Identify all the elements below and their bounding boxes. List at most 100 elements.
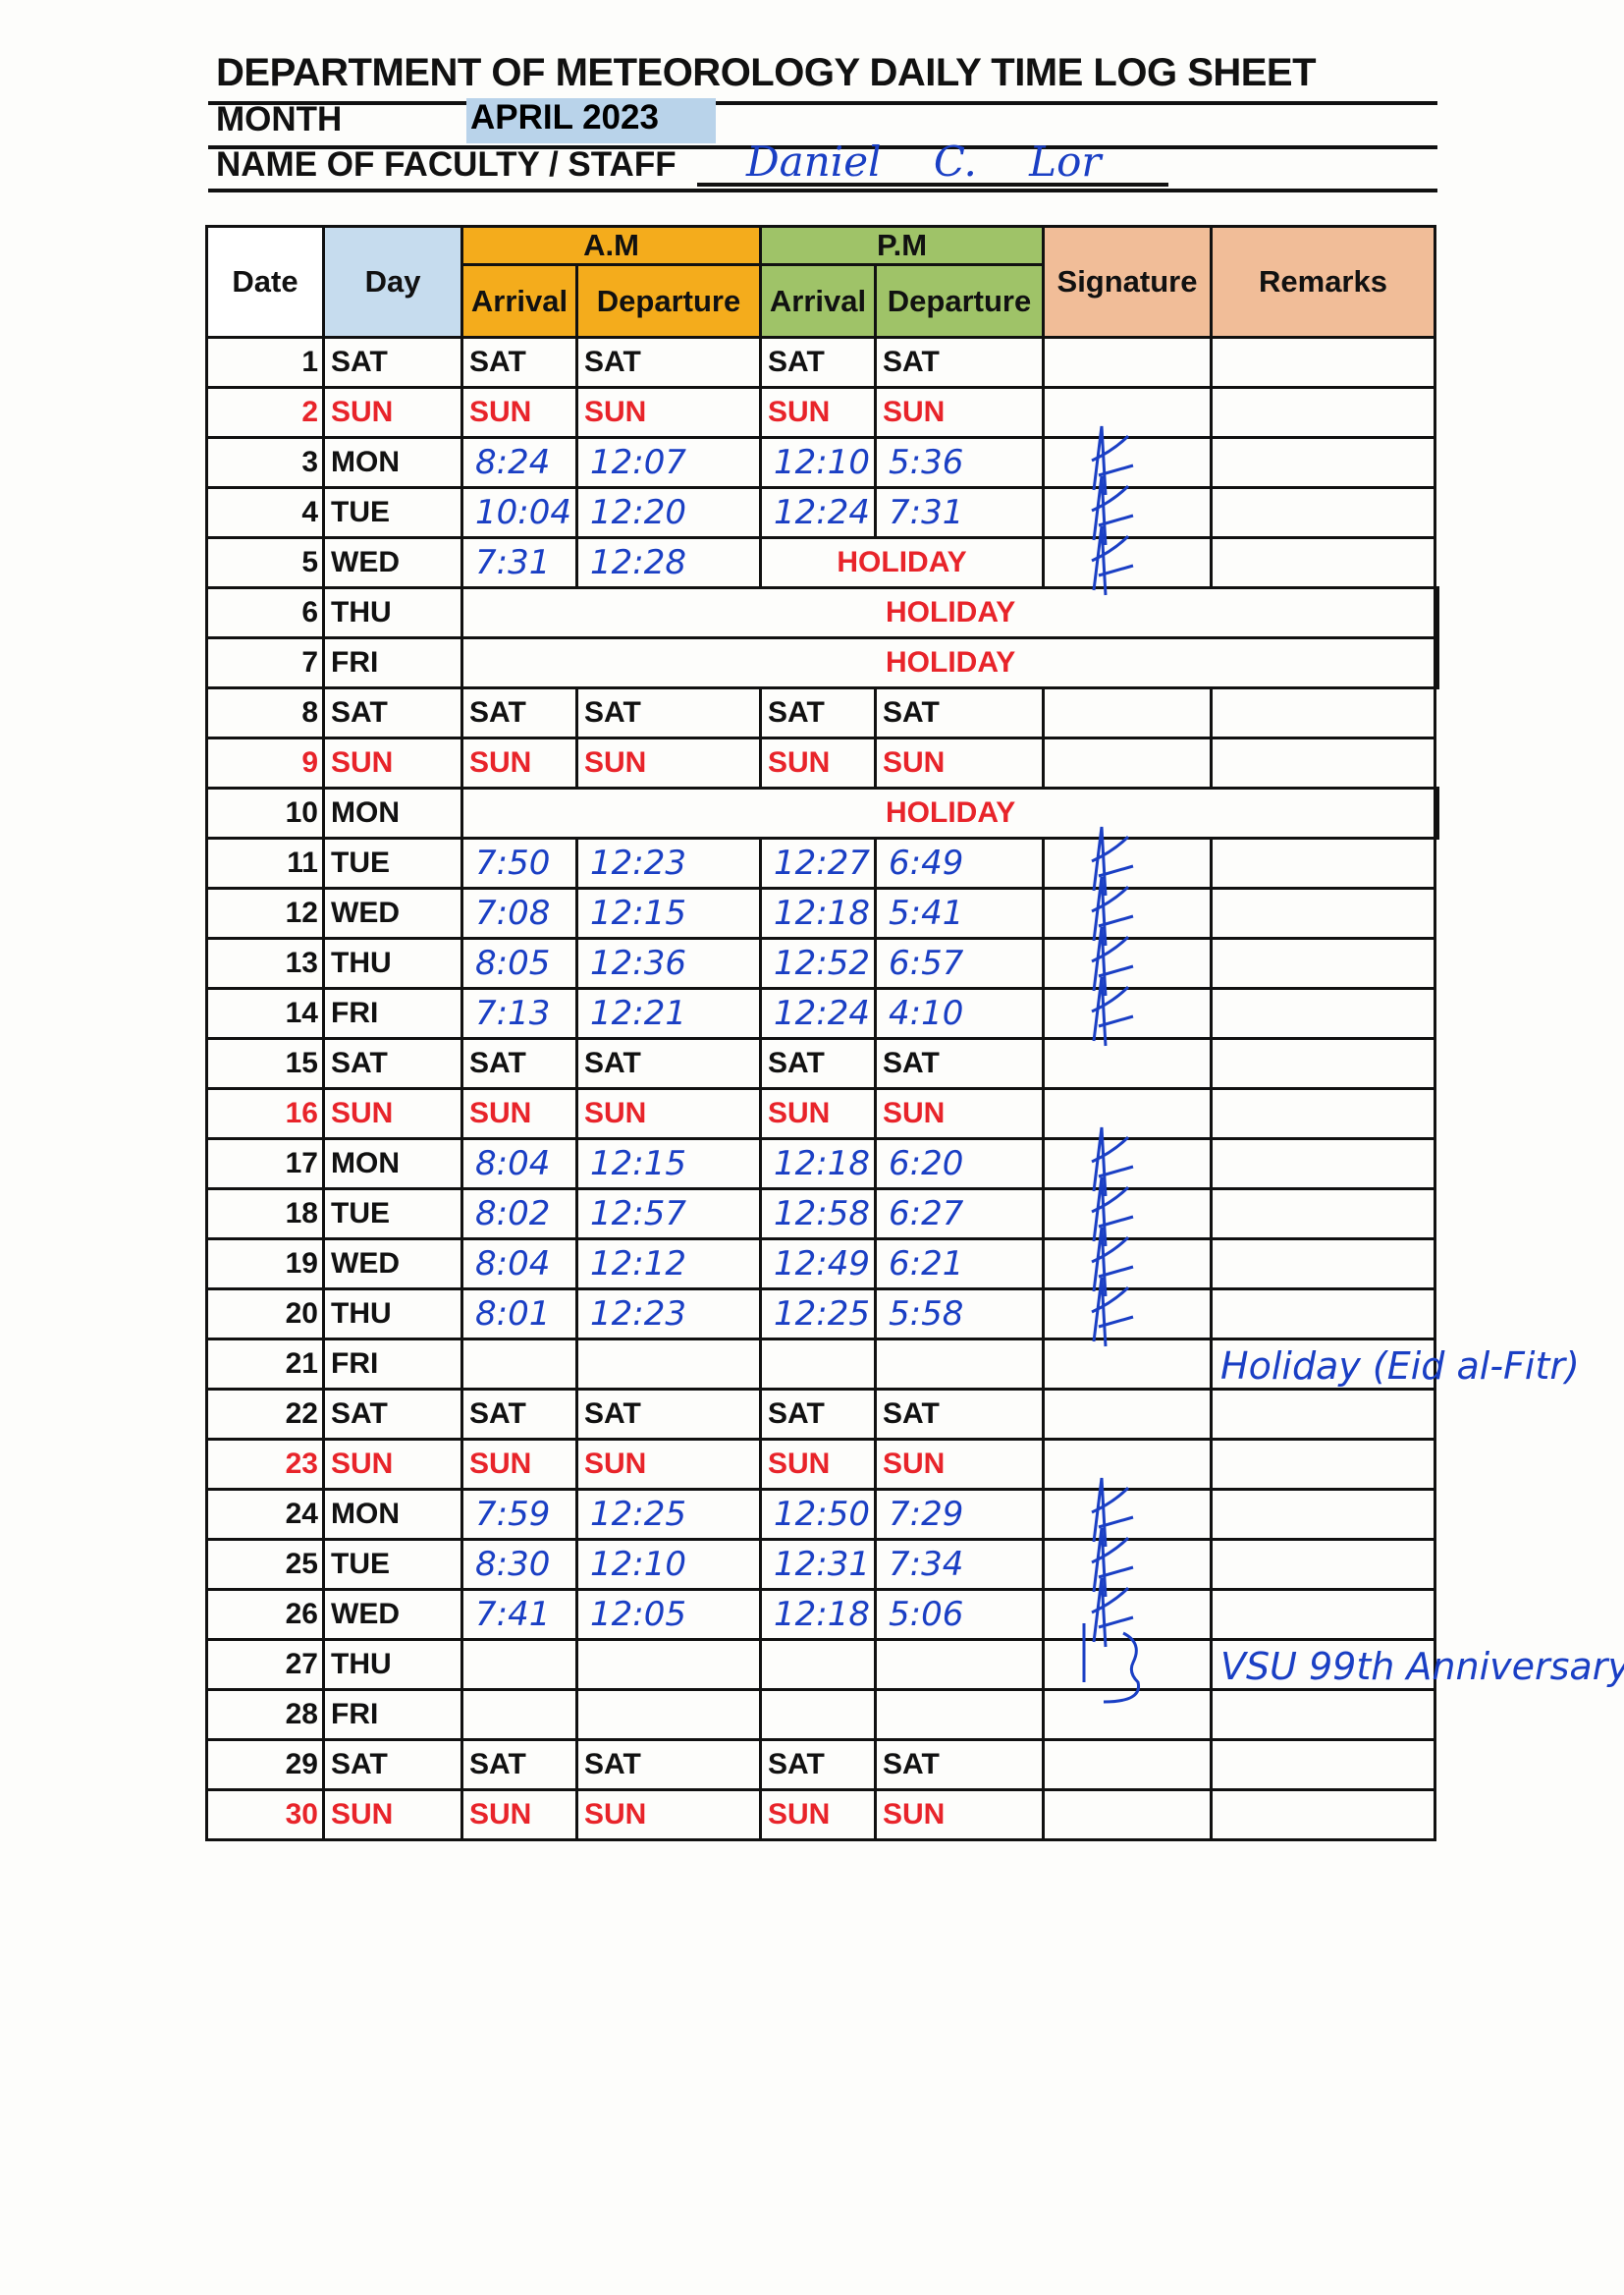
- signature-mark-icon: [1091, 1126, 1134, 1197]
- table-row: 19 WED 8:04 12:12 12:49 6:21: [205, 1227, 1438, 1297]
- day-cell: WED: [322, 1237, 463, 1290]
- table-row: 13 THU 8:05 12:36 12:52 6:57: [205, 926, 1438, 997]
- pm-arrival-cell: SUN: [759, 1788, 877, 1841]
- am-arrival-cell: 8:02: [460, 1187, 578, 1240]
- date-cell: 29: [205, 1738, 325, 1791]
- day-cell: TUE: [322, 486, 463, 539]
- header-am: A.M: [460, 225, 762, 266]
- day-cell: WED: [322, 1588, 463, 1641]
- remarks-cell: [1210, 837, 1436, 890]
- day-cell: FRI: [322, 1688, 463, 1741]
- pm-departure-cell: 7:31: [874, 486, 1045, 539]
- remarks-cell: [1210, 887, 1436, 940]
- am-departure-cell: 12:10: [575, 1538, 762, 1591]
- am-departure-cell: 12:07: [575, 436, 762, 489]
- header-pm: P.M: [759, 225, 1045, 266]
- pm-arrival-cell: SAT: [759, 1037, 877, 1090]
- signature-mark-icon: [1091, 1227, 1134, 1297]
- signature-mark-icon: [1091, 826, 1134, 897]
- pm-departure-cell: 6:57: [874, 937, 1045, 990]
- date-cell: 14: [205, 987, 325, 1040]
- pm-departure-cell: 5:36: [874, 436, 1045, 489]
- am-departure-cell: 12:12: [575, 1237, 762, 1290]
- pm-arrival-cell: 12:49: [759, 1237, 877, 1290]
- month-value: APRIL 2023: [466, 98, 716, 143]
- date-cell: 11: [205, 837, 325, 890]
- date-cell: 2: [205, 386, 325, 439]
- table-row: 8 SAT SAT SAT SAT SAT: [205, 686, 1438, 739]
- signature-cell: [1042, 336, 1213, 389]
- table-row: 25 TUE 8:30 12:10 12:31 7:34: [205, 1527, 1438, 1598]
- table-row: 10 MON HOLIDAY: [205, 787, 1439, 840]
- remarks-cell: [1434, 586, 1439, 639]
- day-cell: SUN: [322, 386, 463, 439]
- table-row: 29 SAT SAT SAT SAT SAT: [205, 1738, 1438, 1791]
- remarks-cell: [1210, 1538, 1436, 1591]
- pm-arrival-cell: 12:18: [759, 887, 877, 940]
- signature-cell: [1042, 1688, 1213, 1741]
- am-arrival-cell: 7:41: [460, 1588, 578, 1641]
- name-value: Daniel C. Lor: [746, 137, 1102, 186]
- table-row: 16 SUN SUN SUN SUN SUN: [205, 1087, 1438, 1140]
- pm-departure-cell: [874, 1338, 1045, 1391]
- am-arrival-cell: SUN: [460, 1087, 578, 1140]
- am-departure-cell: SAT: [575, 1037, 762, 1090]
- remarks-cell: [1210, 1187, 1436, 1240]
- pm-arrival-cell: 12:50: [759, 1488, 877, 1541]
- remarks-cell: [1210, 1438, 1436, 1491]
- remarks-cell: [1210, 1488, 1436, 1541]
- day-cell: FRI: [322, 636, 463, 689]
- pm-departure-cell: [874, 1688, 1045, 1741]
- am-departure-cell: 12:05: [575, 1588, 762, 1641]
- remarks-cell: Holiday (Eid al-Fitr): [1210, 1338, 1580, 1391]
- date-cell: 26: [205, 1588, 325, 1641]
- remarks-cell: [1210, 1588, 1436, 1641]
- pm-departure-cell: 4:10: [874, 987, 1045, 1040]
- pm-departure-cell: SUN: [874, 386, 1045, 439]
- remarks-cell: [1210, 336, 1436, 389]
- remarks-cell: [1210, 686, 1436, 739]
- day-cell: SAT: [322, 686, 463, 739]
- am-departure-cell: 12:23: [575, 837, 762, 890]
- table-row: 27 THU VSU 99th Anniversary: [205, 1623, 1624, 1704]
- table-row: 9 SUN SUN SUN SUN SUN: [205, 737, 1438, 790]
- pm-arrival-cell: [759, 1338, 877, 1391]
- signature-mark-icon: [1091, 1477, 1134, 1548]
- day-cell: TUE: [322, 1538, 463, 1591]
- remarks-cell: [1210, 1688, 1436, 1741]
- am-arrival-cell: 7:31: [460, 536, 578, 589]
- header-am-arrival: Arrival: [460, 263, 578, 339]
- signature-cell: [1042, 1388, 1213, 1441]
- signature-mark-icon: [1091, 475, 1134, 546]
- am-arrival-cell: 8:04: [460, 1137, 578, 1190]
- am-departure-cell: SUN: [575, 737, 762, 790]
- date-cell: 25: [205, 1538, 325, 1591]
- day-cell: THU: [322, 1287, 463, 1340]
- pm-departure-cell: SAT: [874, 1388, 1045, 1441]
- am-arrival-cell: 8:30: [460, 1538, 578, 1591]
- divider: [208, 101, 1437, 105]
- remarks-cell: [1210, 987, 1436, 1040]
- pm-arrival-cell: 12:52: [759, 937, 877, 990]
- am-arrival-cell: SUN: [460, 386, 578, 439]
- signature-mark-icon: [1091, 1577, 1134, 1648]
- divider: [208, 145, 1437, 149]
- date-cell: 4: [205, 486, 325, 539]
- name-label: NAME OF FACULTY / STAFF: [216, 145, 677, 184]
- table-row: 4 TUE 10:04 12:20 12:24 7:31: [205, 475, 1438, 546]
- holiday-label: HOLIDAY: [460, 787, 1436, 840]
- header-day: Day: [322, 225, 463, 339]
- day-cell: MON: [322, 1137, 463, 1190]
- date-cell: 24: [205, 1488, 325, 1541]
- am-arrival-cell: 7:59: [460, 1488, 578, 1541]
- remarks-cell: [1210, 1087, 1436, 1140]
- pm-departure-cell: [874, 1638, 1045, 1691]
- day-cell: SAT: [322, 1037, 463, 1090]
- am-arrival-cell: 8:05: [460, 937, 578, 990]
- am-departure-cell: 12:36: [575, 937, 762, 990]
- pm-departure-cell: SUN: [874, 1438, 1045, 1491]
- date-cell: 8: [205, 686, 325, 739]
- table-row: 23 SUN SUN SUN SUN SUN: [205, 1438, 1438, 1491]
- day-cell: THU: [322, 1638, 463, 1691]
- am-departure-cell: SAT: [575, 686, 762, 739]
